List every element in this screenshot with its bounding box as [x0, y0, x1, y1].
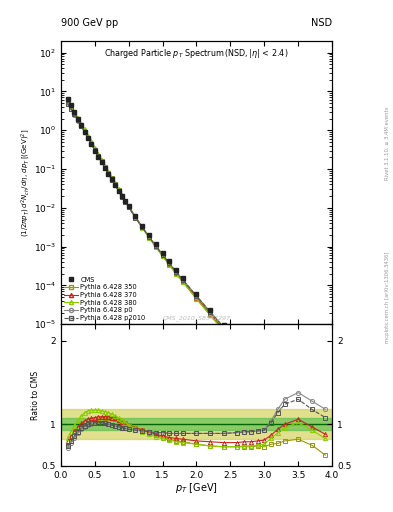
X-axis label: $p_T$ [GeV]: $p_T$ [GeV]	[175, 481, 218, 495]
Y-axis label: $(1/2\pi p_T)\,d^2N_{ch}/d\eta,\,dp_T\,[(\mathrm{GeV})^2]$: $(1/2\pi p_T)\,d^2N_{ch}/d\eta,\,dp_T\,[…	[19, 129, 32, 237]
Text: mcplots.cern.ch [arXiv:1306.3436]: mcplots.cern.ch [arXiv:1306.3436]	[385, 251, 389, 343]
Text: Charged Particle $p_T$ Spectrum$\,$(NSD,$\,|\eta|\,<\,2.4$): Charged Particle $p_T$ Spectrum$\,$(NSD,…	[104, 47, 289, 59]
Text: NSD: NSD	[311, 18, 332, 28]
Y-axis label: Ratio to CMS: Ratio to CMS	[31, 371, 40, 420]
Text: CMS_2010_S8547297: CMS_2010_S8547297	[162, 316, 231, 322]
Text: Rivet 3.1.10, ≥ 3.4M events: Rivet 3.1.10, ≥ 3.4M events	[385, 106, 389, 180]
Text: 900 GeV pp: 900 GeV pp	[61, 18, 118, 28]
Legend: CMS, Pythia 6.428 350, Pythia 6.428 370, Pythia 6.428 380, Pythia 6.428 p0, Pyth: CMS, Pythia 6.428 350, Pythia 6.428 370,…	[63, 275, 147, 322]
